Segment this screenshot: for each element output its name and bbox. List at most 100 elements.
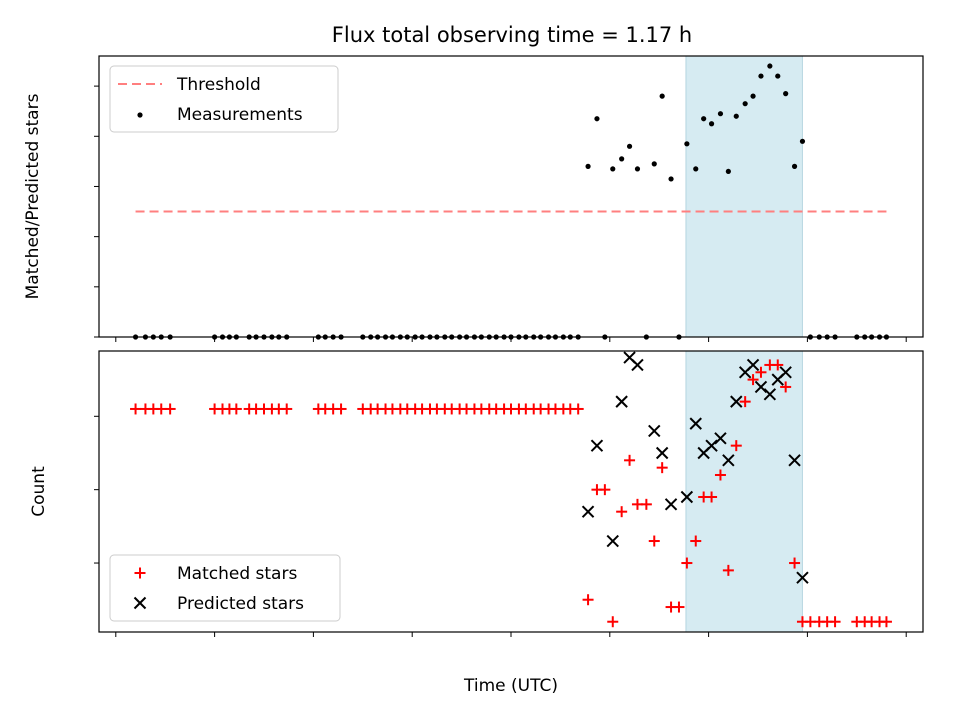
matched-star-point xyxy=(789,557,801,569)
matched-star-point xyxy=(599,484,611,496)
matched-star-point xyxy=(780,381,792,393)
predicted-star-point-b xyxy=(581,505,595,518)
chart-title: Flux total observing time = 1.17 h xyxy=(332,23,692,47)
legend-measurements-label: Measurements xyxy=(177,105,303,125)
measurement-point xyxy=(767,63,773,69)
measurement-point xyxy=(725,168,731,175)
measurement-point xyxy=(799,138,806,144)
predicted-star-point-b xyxy=(590,439,604,452)
predicted-star-point xyxy=(606,534,619,548)
measurement-point xyxy=(619,156,625,162)
predicted-star-point xyxy=(754,380,768,394)
measurement-point xyxy=(668,176,674,182)
matched-star-point xyxy=(829,616,841,628)
predicted-star-point-b xyxy=(615,395,628,408)
predicted-star-point-b xyxy=(779,366,792,379)
legend-matched-swatch xyxy=(134,567,146,579)
predicted-star-point-b xyxy=(655,446,669,460)
matched-star-point xyxy=(640,498,652,510)
predicted-star-point xyxy=(680,490,694,504)
predicted-star-point-b xyxy=(714,432,727,445)
measurement-point xyxy=(659,93,665,99)
matched-star-point xyxy=(335,403,347,415)
predicted-star-point xyxy=(779,366,792,379)
predicted-star-point xyxy=(655,446,669,460)
top-panel: Matched/Predicted stars Threshold Measur… xyxy=(23,55,924,342)
matched-star-point xyxy=(582,594,594,606)
predicted-star-points xyxy=(581,351,809,584)
measurement-point xyxy=(783,91,789,97)
bottom-highlight-span xyxy=(685,350,803,633)
measurement-point xyxy=(708,121,715,127)
matched-star-point xyxy=(681,557,693,569)
measurement-point xyxy=(693,166,699,172)
predicted-star-point xyxy=(714,432,727,445)
measurement-point xyxy=(775,73,781,79)
predicted-star-point xyxy=(788,454,801,467)
bottom-y-axis-label: Count xyxy=(29,466,49,517)
matched-star-point xyxy=(616,506,628,518)
legend-predicted-swatch xyxy=(133,596,147,610)
measurement-point xyxy=(758,73,764,79)
legend-plus-marker xyxy=(134,567,146,579)
legend-matched-label: Matched stars xyxy=(177,564,297,584)
measurement-point xyxy=(742,101,748,107)
predicted-star-point-b xyxy=(722,454,735,467)
predicted-star-point-b xyxy=(705,439,718,452)
matched-star-point xyxy=(722,564,734,576)
bottom-x-axis-label: Time (UTC) xyxy=(463,676,558,696)
matched-star-point xyxy=(572,403,584,415)
bottom-legend-box xyxy=(109,554,341,622)
measurement-points xyxy=(132,63,890,340)
predicted-star-point xyxy=(689,417,702,430)
predicted-star-point-b xyxy=(796,571,809,584)
predicted-star-point xyxy=(763,388,777,401)
matched-star-point xyxy=(281,403,293,415)
matched-star-point xyxy=(714,469,726,481)
bottom-x-ticks xyxy=(115,632,907,637)
top-x-ticks xyxy=(115,337,907,342)
measurement-point xyxy=(651,161,657,167)
bottom-y-ticks xyxy=(94,415,99,564)
matched-star-points xyxy=(130,359,892,628)
matched-star-point xyxy=(230,403,242,415)
measurement-point xyxy=(585,163,591,169)
measurement-point xyxy=(594,116,600,122)
predicted-star-point-b xyxy=(746,358,760,372)
predicted-star-point-b xyxy=(648,424,661,438)
predicted-star-point xyxy=(730,395,743,408)
measurement-point xyxy=(701,116,707,122)
predicted-star-point-b xyxy=(730,395,743,408)
predicted-star-point-b xyxy=(754,380,768,394)
matched-star-point xyxy=(772,359,784,371)
bottom-panel: Count Time (UTC) Matched stars Predicted… xyxy=(29,350,924,696)
top-y-axis-label: Matched/Predicted stars xyxy=(23,93,43,299)
top-highlight-span xyxy=(685,55,803,338)
measurement-point xyxy=(733,113,739,119)
measurement-point xyxy=(717,111,724,117)
predicted-star-point-b xyxy=(689,417,702,430)
matched-star-point xyxy=(755,366,767,378)
matched-star-point xyxy=(730,440,742,452)
predicted-star-point xyxy=(590,439,604,452)
predicted-star-point xyxy=(581,505,595,518)
top-legend-box xyxy=(109,65,339,133)
legend-threshold-label: Threshold xyxy=(176,75,261,95)
predicted-star-point-b xyxy=(606,534,619,548)
predicted-star-point xyxy=(664,498,678,511)
predicted-star-point xyxy=(796,571,809,584)
measurement-point xyxy=(684,141,690,147)
legend-measurements-swatch xyxy=(137,112,143,118)
predicted-star-point-b xyxy=(680,490,694,504)
predicted-star-point xyxy=(648,424,661,438)
predicted-star-point-b xyxy=(623,351,636,364)
predicted-star-point xyxy=(746,358,760,372)
predicted-star-point xyxy=(705,439,718,452)
matched-star-point xyxy=(690,535,702,547)
bottom-legend: Matched stars Predicted stars xyxy=(109,554,341,622)
matched-star-point xyxy=(739,396,751,408)
measurement-point xyxy=(750,93,756,99)
predicted-star-point-b xyxy=(664,498,678,511)
matched-star-point xyxy=(648,535,660,547)
legend-x-marker-b xyxy=(133,596,147,610)
